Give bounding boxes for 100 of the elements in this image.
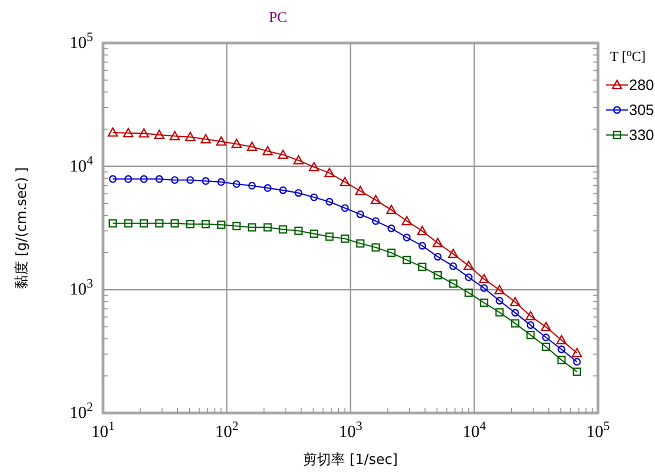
point [556, 334, 567, 344]
point [386, 204, 397, 214]
point [155, 175, 164, 183]
point [340, 176, 350, 186]
point [526, 321, 534, 329]
xtick: 10$^{5}$ [586, 419, 610, 441]
point [217, 220, 226, 229]
point [185, 132, 196, 142]
point [217, 178, 226, 186]
point [573, 358, 581, 366]
point [293, 155, 304, 164]
point [418, 242, 426, 250]
point [510, 296, 520, 306]
point [279, 186, 287, 194]
point [186, 220, 194, 228]
point [464, 273, 473, 282]
point [324, 168, 335, 178]
point [155, 219, 164, 228]
point [558, 346, 566, 354]
point [216, 136, 226, 146]
point [449, 279, 458, 288]
point [278, 150, 288, 159]
point [478, 274, 490, 284]
point [310, 193, 318, 202]
point [434, 252, 442, 261]
point [294, 189, 302, 197]
point [448, 248, 458, 258]
y-tick-label: 10$^{3}$ [70, 276, 93, 299]
point [108, 127, 118, 137]
legend-label: 305 [629, 102, 654, 119]
point [154, 130, 164, 139]
point [325, 232, 334, 241]
y-axis-title: 黏度 [g/(cm.sec) ] [14, 167, 30, 289]
point [108, 175, 117, 183]
point [388, 224, 396, 232]
point [232, 180, 240, 188]
point [356, 210, 364, 218]
point [480, 298, 488, 307]
point [202, 177, 210, 185]
point [264, 184, 272, 192]
point [356, 239, 364, 248]
point [542, 334, 550, 342]
point [232, 222, 241, 230]
legend-label: 330 [629, 127, 654, 144]
point [340, 234, 350, 243]
point [540, 322, 552, 332]
point [263, 223, 272, 232]
xtick: 10$^{3}$ [338, 419, 362, 441]
point [572, 368, 582, 376]
point [138, 128, 150, 138]
point [494, 284, 505, 294]
legend-title: T [$^{o}$C] [610, 48, 646, 65]
point [432, 238, 443, 248]
chart-title: PC [268, 10, 288, 26]
point [572, 348, 582, 358]
point [108, 219, 117, 228]
xtick: 10$^{4}$ [462, 419, 486, 441]
point [310, 230, 318, 238]
point [542, 342, 550, 351]
point [124, 219, 132, 228]
point [294, 226, 303, 235]
point [140, 219, 148, 228]
point [370, 194, 381, 204]
point [262, 146, 273, 156]
point [341, 204, 349, 212]
point [170, 219, 179, 228]
point [140, 175, 148, 183]
point [248, 223, 256, 232]
point [186, 176, 194, 184]
point [402, 216, 412, 226]
point [417, 226, 428, 236]
point [202, 220, 210, 228]
point [402, 256, 411, 264]
point [170, 176, 179, 184]
point [308, 162, 320, 172]
point [510, 319, 520, 328]
point [418, 262, 426, 272]
y-tick-label: 10$^{2}$ [70, 400, 93, 422]
legend-label: 280 [629, 77, 654, 94]
point [123, 128, 134, 138]
point [525, 310, 536, 320]
point [402, 234, 411, 242]
point [246, 142, 258, 151]
point [511, 308, 519, 317]
point [372, 217, 380, 225]
point [248, 182, 256, 190]
point [372, 243, 380, 252]
point [278, 225, 288, 234]
point [464, 260, 474, 270]
y-tick-label: 10$^{4}$ [70, 153, 94, 176]
point [495, 308, 504, 316]
point [200, 134, 211, 144]
point [326, 198, 334, 206]
point [449, 262, 458, 270]
x-axis-title: 剪切率 [1/sec] [303, 452, 398, 468]
point [557, 356, 566, 364]
point [387, 248, 396, 257]
point [124, 175, 132, 183]
point [464, 288, 473, 297]
point [526, 330, 535, 340]
